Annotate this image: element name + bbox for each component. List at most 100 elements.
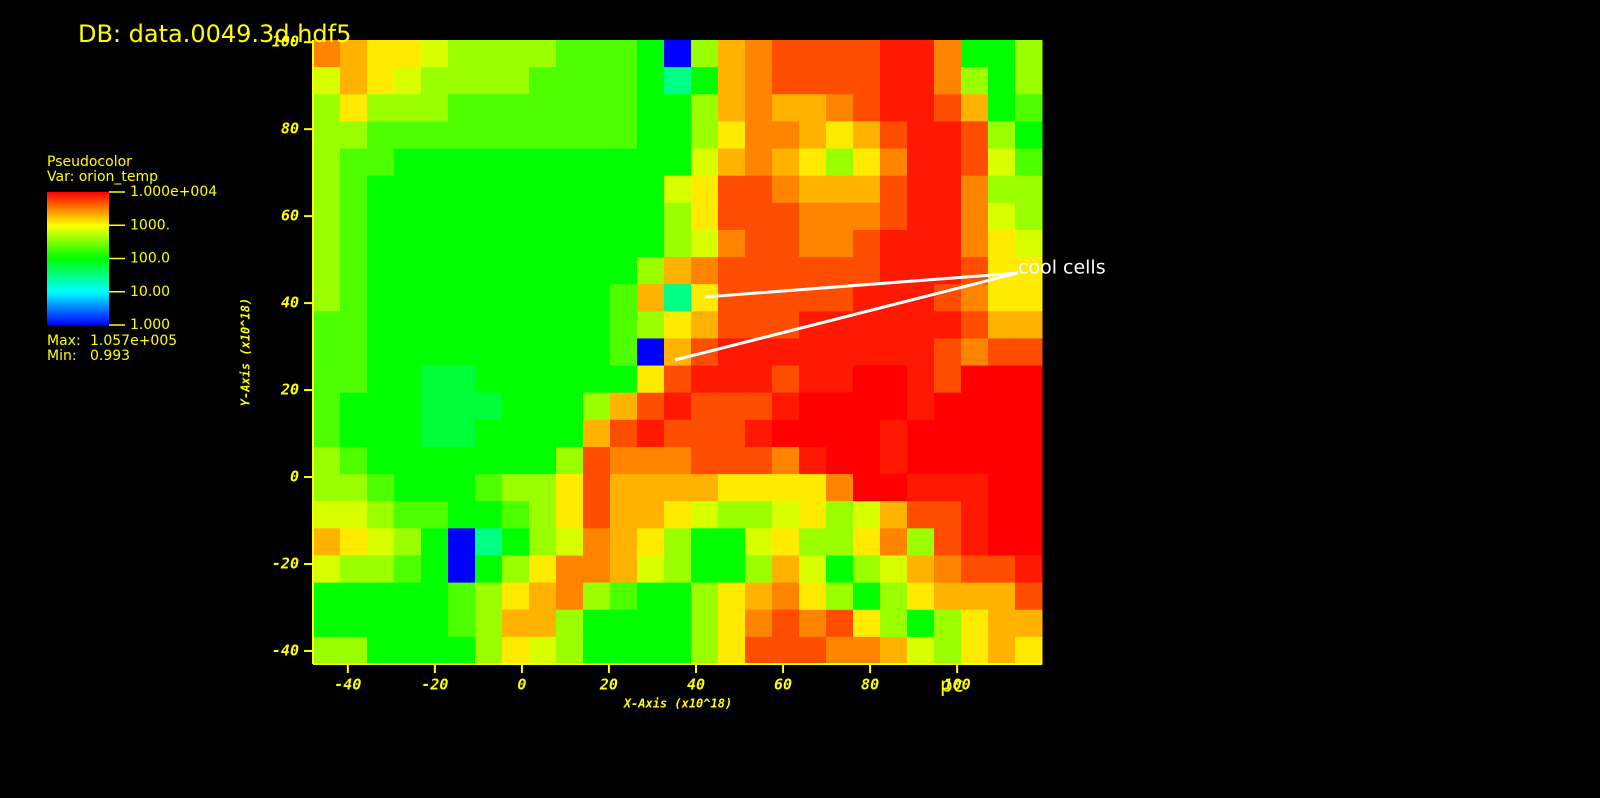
cell xyxy=(340,555,368,584)
cell xyxy=(691,582,719,611)
cell xyxy=(772,392,800,421)
cell xyxy=(853,555,881,584)
cell xyxy=(961,311,989,339)
cell xyxy=(637,257,665,285)
cell xyxy=(691,555,719,584)
cell xyxy=(907,446,935,475)
cell xyxy=(313,175,341,204)
cell xyxy=(1015,175,1043,204)
cell xyxy=(664,67,692,95)
cell xyxy=(448,609,476,638)
cell xyxy=(502,121,530,150)
cell xyxy=(583,555,611,584)
cell xyxy=(448,419,476,448)
cell xyxy=(610,582,638,611)
cell xyxy=(637,40,665,68)
cell xyxy=(745,365,773,394)
cell xyxy=(799,94,827,122)
cell xyxy=(421,365,449,394)
cell xyxy=(637,528,665,556)
cell xyxy=(880,446,908,475)
cell xyxy=(448,175,476,204)
cell xyxy=(907,609,935,638)
cell xyxy=(934,528,962,556)
x-tick-label: 100 xyxy=(944,676,971,694)
cell xyxy=(718,121,746,150)
cell xyxy=(448,284,476,312)
cell xyxy=(772,229,800,258)
cell xyxy=(421,419,449,448)
cell xyxy=(826,338,854,367)
cell xyxy=(691,528,719,556)
cell xyxy=(340,148,368,177)
cell xyxy=(961,202,989,231)
cell xyxy=(745,284,773,312)
cell xyxy=(367,365,395,394)
cell xyxy=(583,148,611,177)
cell xyxy=(475,229,503,258)
cell xyxy=(826,419,854,448)
cell xyxy=(988,284,1016,312)
cell xyxy=(610,284,638,312)
cell xyxy=(610,501,638,529)
cell xyxy=(880,311,908,339)
y-tick-label: -40 xyxy=(272,641,299,659)
cell xyxy=(1015,257,1043,285)
cell xyxy=(691,446,719,475)
cell xyxy=(799,555,827,584)
cell xyxy=(637,636,665,665)
cell xyxy=(1015,202,1043,231)
cell xyxy=(664,636,692,665)
cell xyxy=(394,148,422,177)
cell xyxy=(448,528,476,556)
cell xyxy=(745,636,773,665)
cell xyxy=(448,121,476,150)
cell xyxy=(529,392,557,421)
cell xyxy=(934,474,962,502)
cell xyxy=(340,474,368,502)
cell xyxy=(583,582,611,611)
cell xyxy=(610,229,638,258)
cell xyxy=(799,338,827,367)
cell xyxy=(340,121,368,150)
cell xyxy=(691,202,719,231)
cell xyxy=(988,365,1016,394)
cell xyxy=(340,582,368,611)
cell xyxy=(1015,419,1043,448)
cell xyxy=(1015,67,1043,95)
cell xyxy=(529,528,557,556)
cell xyxy=(853,311,881,339)
cell xyxy=(394,175,422,204)
x-tick-label: 60 xyxy=(774,676,792,694)
cell xyxy=(421,229,449,258)
cell xyxy=(313,636,341,665)
cell xyxy=(988,40,1016,68)
cell xyxy=(313,528,341,556)
legend-min-text: Min: xyxy=(47,348,77,364)
cell xyxy=(853,501,881,529)
cell xyxy=(880,121,908,150)
cell xyxy=(556,474,584,502)
cell xyxy=(826,501,854,529)
cell xyxy=(853,392,881,421)
cell xyxy=(583,474,611,502)
cell xyxy=(340,94,368,122)
cell xyxy=(718,528,746,556)
cell xyxy=(556,148,584,177)
cell xyxy=(502,474,530,502)
cell xyxy=(637,67,665,95)
legend-max-text: Max: xyxy=(47,333,81,349)
cell xyxy=(502,528,530,556)
cell xyxy=(961,67,989,95)
cell xyxy=(934,311,962,339)
cell xyxy=(988,229,1016,258)
cell xyxy=(745,257,773,285)
cell xyxy=(313,284,341,312)
cell xyxy=(961,392,989,421)
cell xyxy=(394,67,422,95)
cell xyxy=(313,338,341,367)
cell xyxy=(772,609,800,638)
cell xyxy=(772,501,800,529)
colorbar xyxy=(47,192,109,325)
cell xyxy=(826,365,854,394)
